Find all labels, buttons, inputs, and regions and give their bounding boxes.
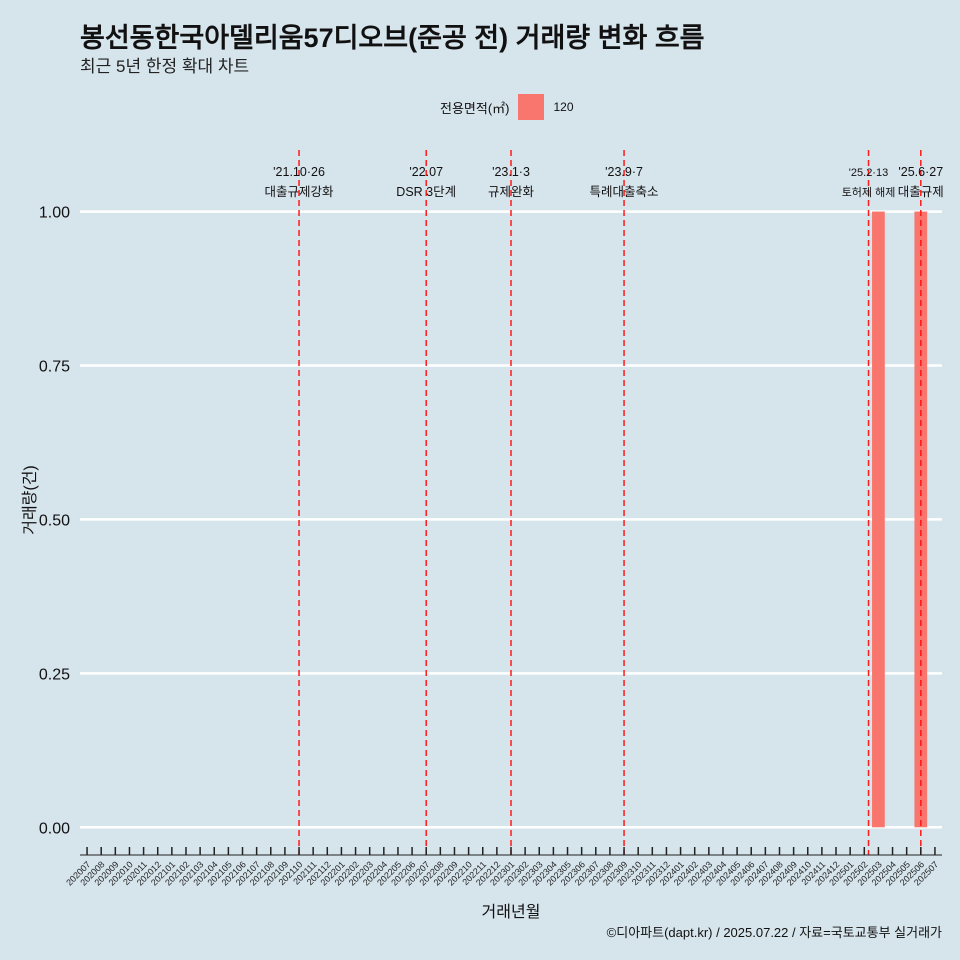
event-date: '23.9·7: [605, 165, 643, 179]
y-axis-label: 거래량(건): [22, 465, 39, 535]
legend-title: 전용면적(㎡): [440, 100, 510, 116]
event-date: '25.2·13: [849, 167, 888, 179]
chart-title: 봉선동한국아델리움57디오브(준공 전) 거래량 변화 흐름: [80, 23, 705, 53]
bar: [914, 211, 928, 828]
y-tick-label: 0.25: [39, 666, 70, 683]
event-date: '21.10·26: [273, 165, 325, 179]
legend: 전용면적(㎡) 120: [440, 94, 574, 120]
x-axis-label: 거래년월: [481, 904, 541, 921]
event-date: '22.07: [409, 165, 443, 179]
source-caption: ©디아파트(dapt.kr) / 2025.07.22 / 자료=국토교통부 실…: [606, 925, 942, 940]
y-tick-label: 1.00: [39, 205, 70, 222]
event-date: '25.6·27: [898, 165, 943, 179]
event-label: 규제완화: [488, 185, 535, 199]
legend-swatch: [517, 94, 544, 120]
event-label: 토허제 해제: [842, 185, 896, 199]
event-label: 대출규제강화: [265, 185, 335, 199]
y-tick-label: 0.75: [39, 359, 70, 376]
bar: [872, 211, 885, 828]
y-tick-label: 0.00: [39, 820, 70, 837]
legend-label: 120: [553, 100, 574, 114]
event-date: '23.1·3: [492, 165, 530, 179]
event-label: 대출규제: [898, 185, 944, 199]
event-label: 특례대출축소: [590, 185, 659, 199]
y-tick-label: 0.50: [39, 512, 70, 529]
chart-subtitle: 최근 5년 한정 확대 차트: [80, 57, 250, 76]
event-label: DSR 3단계: [396, 185, 456, 199]
